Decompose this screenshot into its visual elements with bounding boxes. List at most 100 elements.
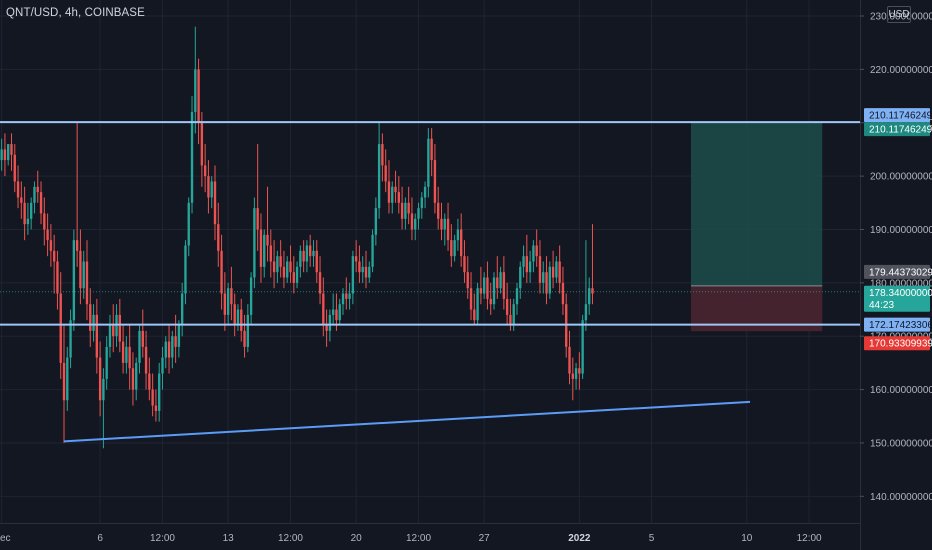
candle-body <box>591 288 594 294</box>
target-zone-label-bg <box>864 122 930 137</box>
candle-body <box>144 346 148 374</box>
candle-body <box>469 288 473 310</box>
price-tick-label: 180.00000000 <box>870 278 932 289</box>
candle-body <box>450 240 453 257</box>
stop-price-label-bg <box>864 336 930 351</box>
candle-body <box>505 298 509 315</box>
candle-body <box>588 288 591 305</box>
candle-body <box>312 250 315 257</box>
candle-body <box>210 181 213 198</box>
candle-body <box>325 325 328 331</box>
entry-price-label-bg <box>864 264 930 279</box>
candle-body <box>194 69 197 113</box>
candle-body <box>33 186 36 203</box>
candle-body <box>407 202 410 214</box>
candle-body <box>423 186 427 198</box>
price-tick-label: 230.00000000 <box>870 12 932 23</box>
candle-body <box>315 250 318 273</box>
target-price-label-bg <box>864 108 930 123</box>
entry-price-label: 179.44373029 <box>869 267 932 278</box>
candle-body <box>82 261 85 289</box>
candle-body <box>410 213 414 230</box>
candle-body <box>384 165 387 182</box>
candle-body <box>479 288 483 294</box>
candle-body <box>364 266 368 278</box>
candle-body <box>141 330 144 347</box>
candle-body <box>476 288 479 321</box>
candle-body <box>10 144 13 155</box>
candle-body <box>404 202 407 219</box>
candle-body <box>551 266 555 278</box>
candle-body <box>499 272 502 289</box>
candle-body <box>496 277 499 289</box>
trendline[interactable] <box>63 400 751 443</box>
candle-body <box>453 240 456 257</box>
candle-body <box>377 144 381 209</box>
last-price-tag-bg <box>864 285 930 312</box>
price-tick-label: 160.00000000 <box>870 385 932 396</box>
candle-body <box>535 245 538 257</box>
candle-body <box>542 272 545 283</box>
candle-body <box>79 250 82 289</box>
candle-body <box>200 122 204 166</box>
take-profit-zone[interactable] <box>690 122 823 286</box>
candle-body <box>420 197 423 209</box>
symbol-title: QNT/USD, 4h, COINBASE <box>6 7 145 19</box>
candle-body <box>482 277 486 294</box>
candle-body <box>322 293 325 326</box>
target-zone-label: 210.11746249 <box>869 125 932 136</box>
candle-body <box>177 325 181 347</box>
price-tick-label: 190.00000000 <box>870 225 932 236</box>
time-tick-label: 5 <box>649 533 655 544</box>
candle-body <box>226 288 230 315</box>
candle-body <box>414 218 417 230</box>
candle-body <box>473 309 476 321</box>
candle-body <box>174 336 177 347</box>
candle-body <box>538 256 542 283</box>
candle-body <box>400 202 404 219</box>
candle-body <box>3 149 7 161</box>
candle-body <box>519 266 522 289</box>
time-tick-label: 12:00 <box>797 533 822 544</box>
candle-body <box>525 256 529 273</box>
candle-body <box>164 341 167 358</box>
candle-body <box>43 213 46 230</box>
price-tick-label: 140.00000000 <box>870 492 932 503</box>
candle-body <box>180 293 184 326</box>
candle-body <box>387 181 391 203</box>
candle-body <box>20 197 23 203</box>
candle-body <box>578 368 581 374</box>
candle-body <box>394 186 397 193</box>
candle-body <box>341 293 345 305</box>
time-tick-label: 12:00 <box>278 533 303 544</box>
time-tick-label: 13 <box>223 533 235 544</box>
candle-body <box>259 229 263 267</box>
candle-body <box>279 256 282 267</box>
last-price-label: 178.34000000 <box>869 288 932 299</box>
candle-body <box>213 181 217 225</box>
candle-body <box>522 256 525 267</box>
candle-body <box>0 149 3 161</box>
candle-body <box>207 176 210 198</box>
candle-body <box>121 341 125 363</box>
candle-body <box>276 256 279 273</box>
candle-body <box>338 304 341 321</box>
candle-body <box>220 250 223 294</box>
time-axis-panel[interactable] <box>0 524 860 550</box>
candle-body <box>528 261 532 273</box>
candle-body <box>286 261 289 278</box>
candle-body <box>584 304 588 321</box>
candle-body <box>148 373 151 390</box>
candle-body <box>253 208 256 278</box>
currency-button[interactable]: USD <box>887 6 911 23</box>
candle-body <box>309 245 312 257</box>
candle-body <box>98 357 102 401</box>
candle-body <box>135 362 138 390</box>
candle-body <box>56 261 59 294</box>
candle-body <box>203 165 207 177</box>
time-tick-label: 2022 <box>568 533 591 544</box>
candle-body <box>374 208 378 235</box>
candle-body <box>46 229 49 241</box>
